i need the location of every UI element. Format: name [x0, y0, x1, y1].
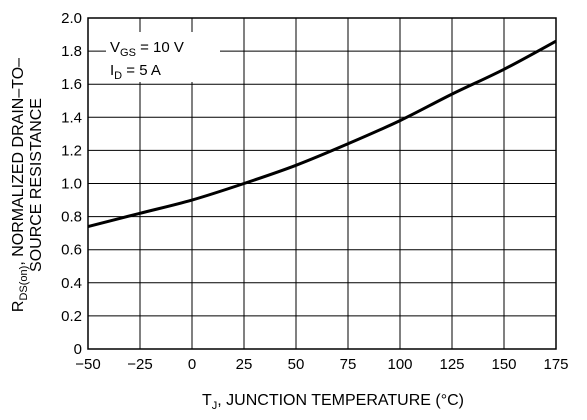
y-tick-label: 0.2	[61, 308, 82, 325]
y-axis-title-line2: SOURCE RESISTANCE	[28, 98, 45, 272]
x-tick-labels: −50 −25 0 25 50 75 100 125 150 175	[75, 356, 568, 373]
y-tick-label: 1.0	[61, 176, 82, 193]
x-tick-label: 125	[439, 356, 464, 373]
annotation-id: ID = 5 A	[110, 62, 161, 82]
y-axis-title: RDS(on), NORMALIZED DRAIN–TO– SOURCE RES…	[10, 58, 45, 312]
x-tick-label: 25	[236, 356, 253, 373]
y-tick-label: 2.0	[61, 10, 82, 27]
x-tick-label: 0	[188, 356, 196, 373]
y-tick-label: 0.8	[61, 209, 82, 226]
y-tick-label: 0.6	[61, 242, 82, 259]
annotation-vgs: VGS = 10 V	[110, 39, 184, 59]
annotation-box: VGS = 10 V ID = 5 A	[106, 32, 220, 82]
x-tick-label: 175	[543, 356, 568, 373]
x-tick-label: −50	[75, 356, 100, 373]
y-tick-label: 1.8	[61, 43, 82, 60]
series-line	[87, 39, 557, 228]
y-tick-label: 1.4	[61, 109, 82, 126]
x-tick-label: 150	[491, 356, 516, 373]
y-tick-labels: 0 0.2 0.4 0.6 0.8 1.0 1.2 1.4 1.6 1.8 2.0	[61, 10, 82, 358]
x-tick-label: 100	[387, 356, 412, 373]
y-tick-label: 0	[74, 341, 82, 358]
y-tick-label: 1.2	[61, 142, 82, 159]
y-tick-label: 0.4	[61, 275, 82, 292]
x-axis-title: TJ, JUNCTION TEMPERATURE (°C)	[202, 392, 464, 412]
plot-frame	[87, 17, 557, 350]
y-tick-label: 1.6	[61, 76, 82, 93]
y-axis-title-line1: RDS(on), NORMALIZED DRAIN–TO–	[10, 58, 30, 312]
x-tick-label: 75	[340, 356, 357, 373]
x-tick-label: −25	[127, 356, 152, 373]
x-tick-label: 50	[288, 356, 305, 373]
series-group	[87, 39, 557, 228]
annotation-background	[106, 32, 220, 82]
